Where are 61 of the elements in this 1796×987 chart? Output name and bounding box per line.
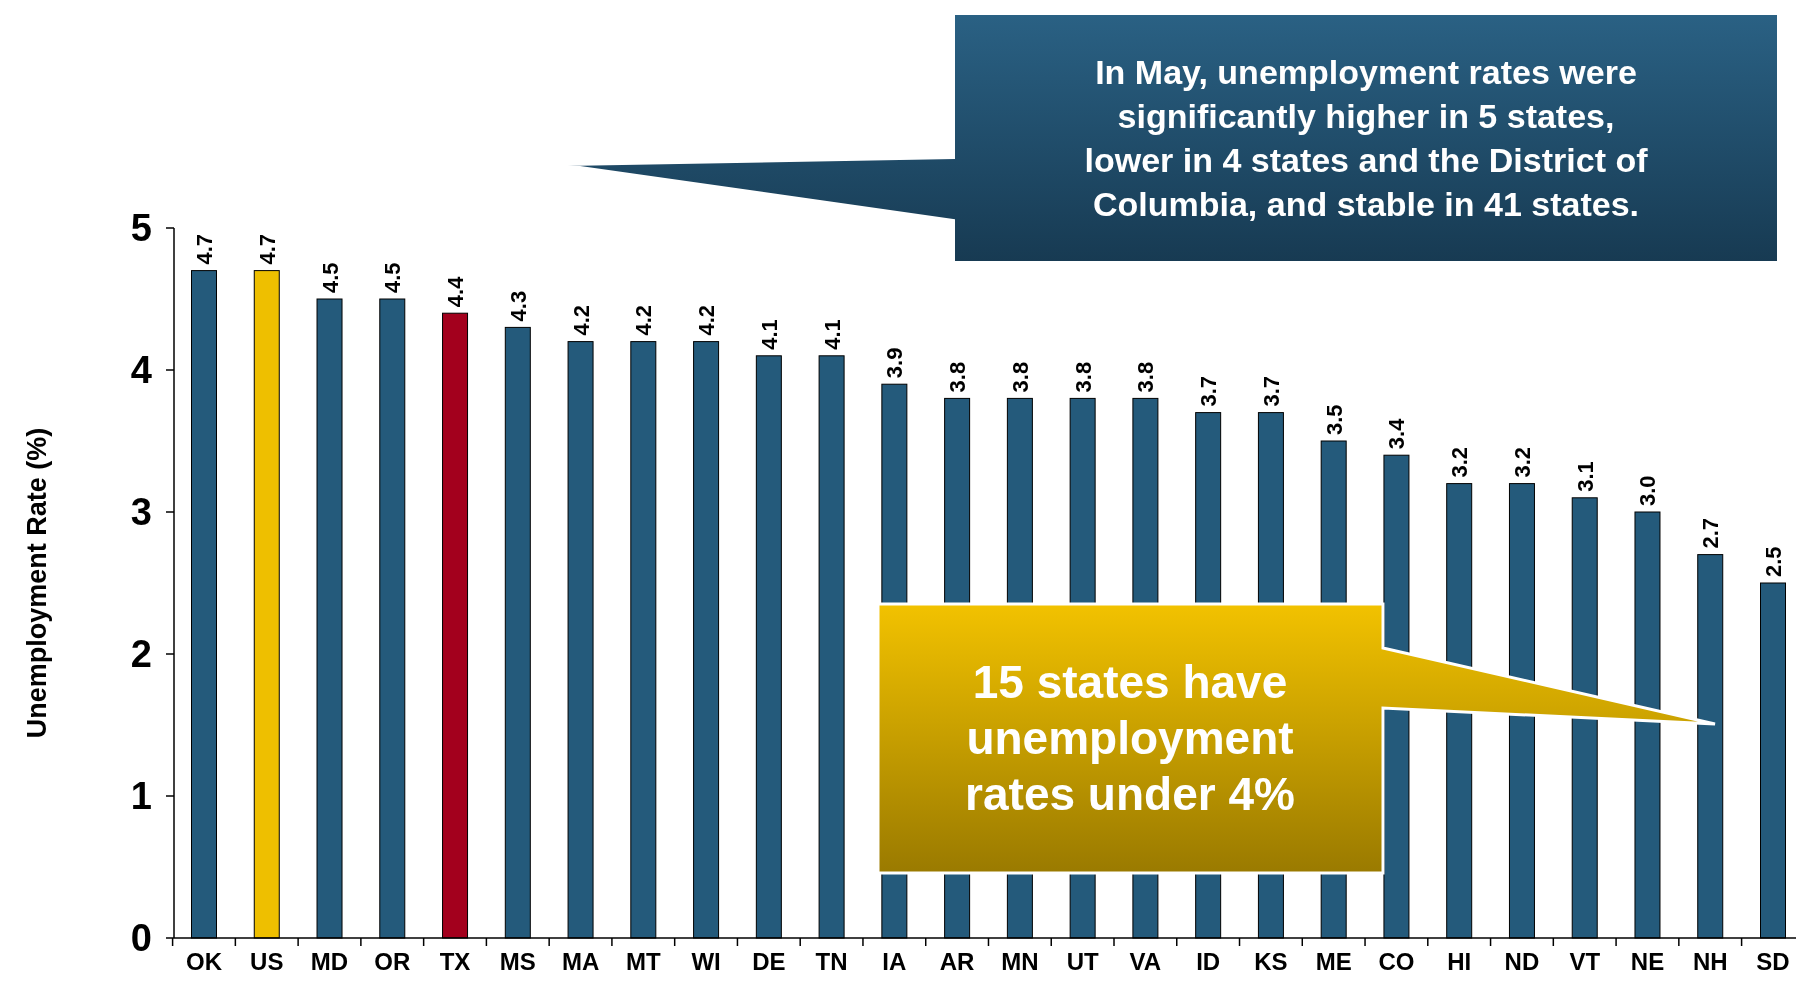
x-tick-label: US: [250, 948, 284, 975]
data-label: 3.2: [1447, 447, 1473, 478]
data-label: 3.8: [1133, 361, 1159, 393]
x-tick-label: DE: [752, 948, 786, 975]
data-label: 2.7: [1698, 518, 1724, 549]
x-tick-label: VA: [1129, 948, 1162, 975]
y-tick-label: 2: [130, 633, 152, 675]
y-axis-title: Unemployment Rate (%): [22, 427, 52, 739]
data-label: 4.2: [568, 305, 594, 336]
x-tick-label: ME: [1315, 948, 1352, 975]
data-label: 3.8: [1007, 361, 1033, 393]
data-label: 3.2: [1509, 447, 1535, 478]
x-tick-label: OR: [374, 948, 411, 975]
data-label: 3.7: [1258, 376, 1284, 407]
annotation: 15 states have unemployment rates under 4%: [965, 656, 1295, 820]
data-label: 3.9: [882, 347, 908, 379]
data-label: 2.5: [1761, 546, 1786, 577]
x-tick-label: TN: [815, 948, 848, 975]
x-tick-label: VT: [1569, 948, 1601, 975]
x-tick-label: SD: [1756, 948, 1790, 975]
x-tick-label: IA: [882, 948, 907, 975]
data-label: 3.0: [1635, 475, 1661, 506]
y-tick-label: 3: [130, 491, 152, 533]
x-tick-label: ID: [1196, 948, 1221, 975]
x-tick-label: MA: [561, 948, 600, 975]
data-label: 4.1: [819, 319, 845, 350]
data-label: 3.7: [1196, 376, 1222, 407]
y-tick-label: 4: [130, 349, 152, 391]
data-label: 3.8: [1070, 361, 1096, 393]
data-label: 3.1: [1572, 461, 1598, 492]
x-tick-label: OK: [186, 948, 223, 975]
data-label: 4.5: [317, 262, 343, 293]
x-tick-label: CO: [1378, 948, 1415, 975]
data-label: 3.5: [1321, 404, 1347, 435]
x-tick-label: UT: [1066, 948, 1099, 975]
x-tick-label: MD: [310, 948, 349, 975]
x-tick-label: WI: [691, 948, 721, 975]
text: In May, unemployment rates were significantly higher in 5 states, lower in 4 states and the District of Columbia, and stable in 41 states.: [1084, 53, 1649, 223]
data-label: 4.3: [505, 290, 531, 322]
data-label: 4.2: [631, 305, 657, 336]
y-tick-label: 5: [130, 207, 152, 249]
x-tick-label: NE: [1630, 948, 1665, 975]
x-tick-label: KS: [1254, 948, 1288, 975]
data-label: 3.8: [945, 361, 971, 393]
y-tick-label: 1: [130, 775, 152, 817]
x-tick-label: ND: [1504, 948, 1540, 975]
y-tick-label: 0: [130, 917, 152, 959]
data-label: 4.5: [380, 262, 406, 293]
data-label: 4.4: [443, 275, 469, 308]
data-label: 4.7: [192, 234, 217, 265]
x-tick-label: NH: [1692, 948, 1728, 975]
x-tick-label: MS: [499, 948, 536, 975]
data-label: 4.2: [694, 305, 720, 336]
data-label: 4.1: [756, 319, 782, 350]
data-label: 4.7: [254, 234, 280, 265]
data-label: 3.4: [1384, 417, 1410, 450]
x-tick-label: AR: [939, 948, 975, 975]
x-tick-label: MT: [625, 948, 661, 975]
x-tick-label: MN: [1001, 948, 1039, 975]
x-tick-label: TX: [439, 948, 471, 975]
x-tick-label: HI: [1447, 948, 1472, 975]
